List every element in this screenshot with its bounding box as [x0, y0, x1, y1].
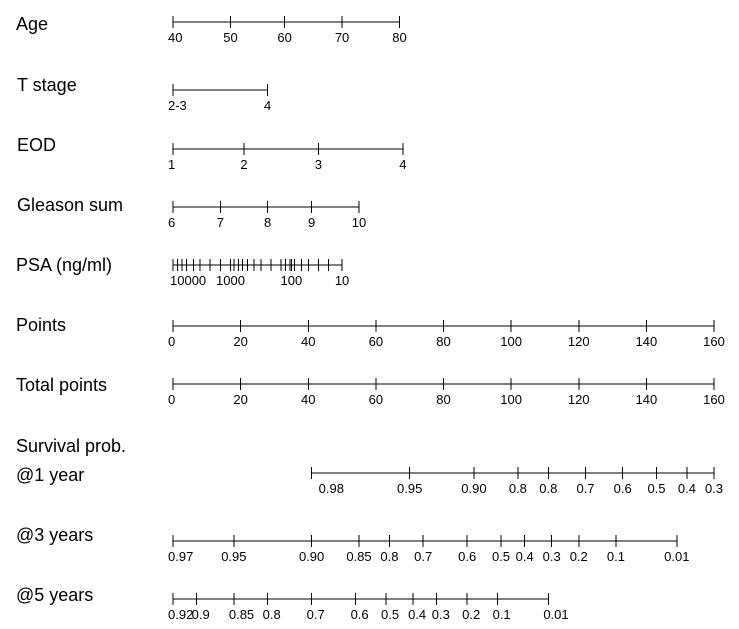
tick-label-survival-1-year-8: 0.4 [678, 481, 696, 496]
scale-survival-5-years: 0.920.9 0.85 0.8 0.7 0.6 0.5 0.4 0.3 0.2 0.1 0.01 [168, 593, 569, 622]
tick-label-total-points-8: 160 [703, 392, 725, 407]
tick-label-survival-1-year-9: 0.3 [705, 481, 723, 496]
scale-label-t-stage: T stage [17, 75, 77, 95]
tick-label-survival-1-year-0: 0.98 [319, 481, 344, 496]
tick-label-survival-3-years-2: 0.90 [299, 549, 324, 564]
tick-label-psa-2: 100 [280, 273, 302, 288]
tick-label-survival-1-year-4: 0.8 [539, 481, 557, 496]
tick-label-age-3: 70 [335, 30, 349, 45]
tick-label-survival-1-year-5: 0.7 [576, 481, 594, 496]
tick-label-survival-1-year-3: 0.8 [509, 481, 527, 496]
tick-label-total-points-6: 120 [568, 392, 590, 407]
tick-label-survival-3-years-3: 0.85 [346, 549, 371, 564]
scale-label-total-points: Total points [16, 375, 107, 395]
survival-header: Survival prob. [16, 436, 126, 456]
tick-label-survival-3-years-5: 0.7 [414, 549, 432, 564]
tick-label-gleason-sum-4: 10 [352, 215, 366, 230]
tick-label-points-8: 160 [703, 334, 725, 349]
tick-label-total-points-0: 0 [168, 392, 175, 407]
tick-label-points-0: 0 [168, 334, 175, 349]
scale-age: 40 50 60 70 80 [168, 16, 407, 45]
tick-label-total-points-1: 20 [233, 392, 247, 407]
tick-label-gleason-sum-0: 6 [168, 215, 175, 230]
tick-label-total-points-7: 140 [636, 392, 658, 407]
tick-label-survival-5-years-1: 0.9 [192, 607, 210, 622]
tick-label-age-1: 50 [223, 30, 237, 45]
scale-label-points: Points [16, 315, 66, 335]
tick-label-gleason-sum-2: 8 [264, 215, 271, 230]
scale-psa: 10000 1000 100 10 [170, 259, 349, 288]
tick-label-points-1: 20 [233, 334, 247, 349]
tick-label-eod-1: 2 [240, 157, 247, 172]
scale-label-age: Age [16, 14, 48, 34]
scale-total-points: 0 20 40 60 80 100 120 140 160 [168, 378, 725, 407]
scale-label-gleason-sum: Gleason sum [17, 195, 123, 215]
tick-label-points-2: 40 [301, 334, 315, 349]
tick-label-survival-5-years-10: 0.1 [493, 607, 511, 622]
tick-label-gleason-sum-1: 7 [217, 215, 224, 230]
scale-gleason-sum: 6 7 8 9 10 [168, 201, 366, 230]
tick-label-survival-5-years-2: 0.85 [229, 607, 254, 622]
tick-label-survival-1-year-1: 0.95 [397, 481, 422, 496]
tick-label-points-6: 120 [568, 334, 590, 349]
scale-points: 0 20 40 60 80 100 120 140 160 [168, 320, 725, 349]
tick-label-eod-0: 1 [168, 157, 175, 172]
tick-label-points-5: 100 [500, 334, 522, 349]
tick-label-psa-0: 10000 [170, 273, 206, 288]
scale-survival-3-years: 0.97 0.95 0.90 0.85 0.8 0.7 0.6 0.5 0.4 0.3 0.2 0.1… [168, 535, 689, 564]
tick-label-survival-3-years-11: 0.1 [607, 549, 625, 564]
tick-label-survival-5-years-8: 0.3 [432, 607, 450, 622]
tick-label-total-points-3: 60 [369, 392, 383, 407]
tick-label-survival-1-year-6: 0.6 [614, 481, 632, 496]
tick-label-survival-5-years-11: 0.01 [543, 607, 568, 622]
tick-label-survival-3-years-4: 0.8 [380, 549, 398, 564]
scale-eod: 1 2 3 4 [168, 143, 407, 172]
tick-label-survival-3-years-9: 0.3 [543, 549, 561, 564]
tick-label-survival-1-year-7: 0.5 [647, 481, 665, 496]
tick-label-survival-3-years-10: 0.2 [570, 549, 588, 564]
scale-label-survival-5-years: @5 years [16, 585, 93, 605]
tick-label-survival-1-year-2: 0.90 [461, 481, 486, 496]
scale-survival-1-year: 0.98 0.95 0.90 0.8 0.8 0.7 0.6 0.5 0.4 0.3 [311, 467, 723, 496]
tick-label-survival-3-years-1: 0.95 [221, 549, 246, 564]
tick-label-points-4: 80 [436, 334, 450, 349]
scale-label-survival-1-year: @1 year [16, 465, 84, 485]
tick-label-points-3: 60 [369, 334, 383, 349]
tick-label-total-points-5: 100 [500, 392, 522, 407]
scale-label-psa: PSA (ng/ml) [16, 255, 112, 275]
tick-label-survival-5-years-3: 0.8 [263, 607, 281, 622]
scale-label-eod: EOD [17, 135, 56, 155]
tick-label-survival-3-years-0: 0.97 [168, 549, 193, 564]
tick-label-t-stage-0: 2-3 [168, 98, 187, 113]
tick-label-survival-3-years-6: 0.6 [458, 549, 476, 564]
tick-label-t-stage-1: 4 [264, 98, 271, 113]
tick-label-survival-3-years-12: 0.01 [664, 549, 689, 564]
tick-label-survival-5-years-9: 0.2 [462, 607, 480, 622]
tick-label-total-points-2: 40 [301, 392, 315, 407]
tick-label-psa-3: 10 [335, 273, 349, 288]
tick-label-eod-2: 3 [315, 157, 322, 172]
tick-label-survival-3-years-8: 0.4 [516, 549, 534, 564]
tick-label-points-7: 140 [636, 334, 658, 349]
tick-label-age-2: 60 [277, 30, 291, 45]
scale-label-survival-3-years: @3 years [16, 525, 93, 545]
tick-label-survival-5-years-0: 0.92 [168, 607, 193, 622]
tick-label-psa-1: 1000 [216, 273, 245, 288]
tick-label-age-0: 40 [168, 30, 182, 45]
tick-label-survival-5-years-7: 0.4 [408, 607, 426, 622]
scale-t-stage: 2-3 4 [168, 84, 271, 113]
tick-label-survival-5-years-4: 0.7 [307, 607, 325, 622]
tick-label-total-points-4: 80 [436, 392, 450, 407]
tick-label-survival-5-years-6: 0.5 [381, 607, 399, 622]
tick-label-gleason-sum-3: 9 [308, 215, 315, 230]
tick-label-eod-3: 4 [399, 157, 406, 172]
tick-label-survival-3-years-7: 0.5 [492, 549, 510, 564]
tick-label-survival-5-years-5: 0.6 [351, 607, 369, 622]
tick-label-age-4: 80 [392, 30, 406, 45]
